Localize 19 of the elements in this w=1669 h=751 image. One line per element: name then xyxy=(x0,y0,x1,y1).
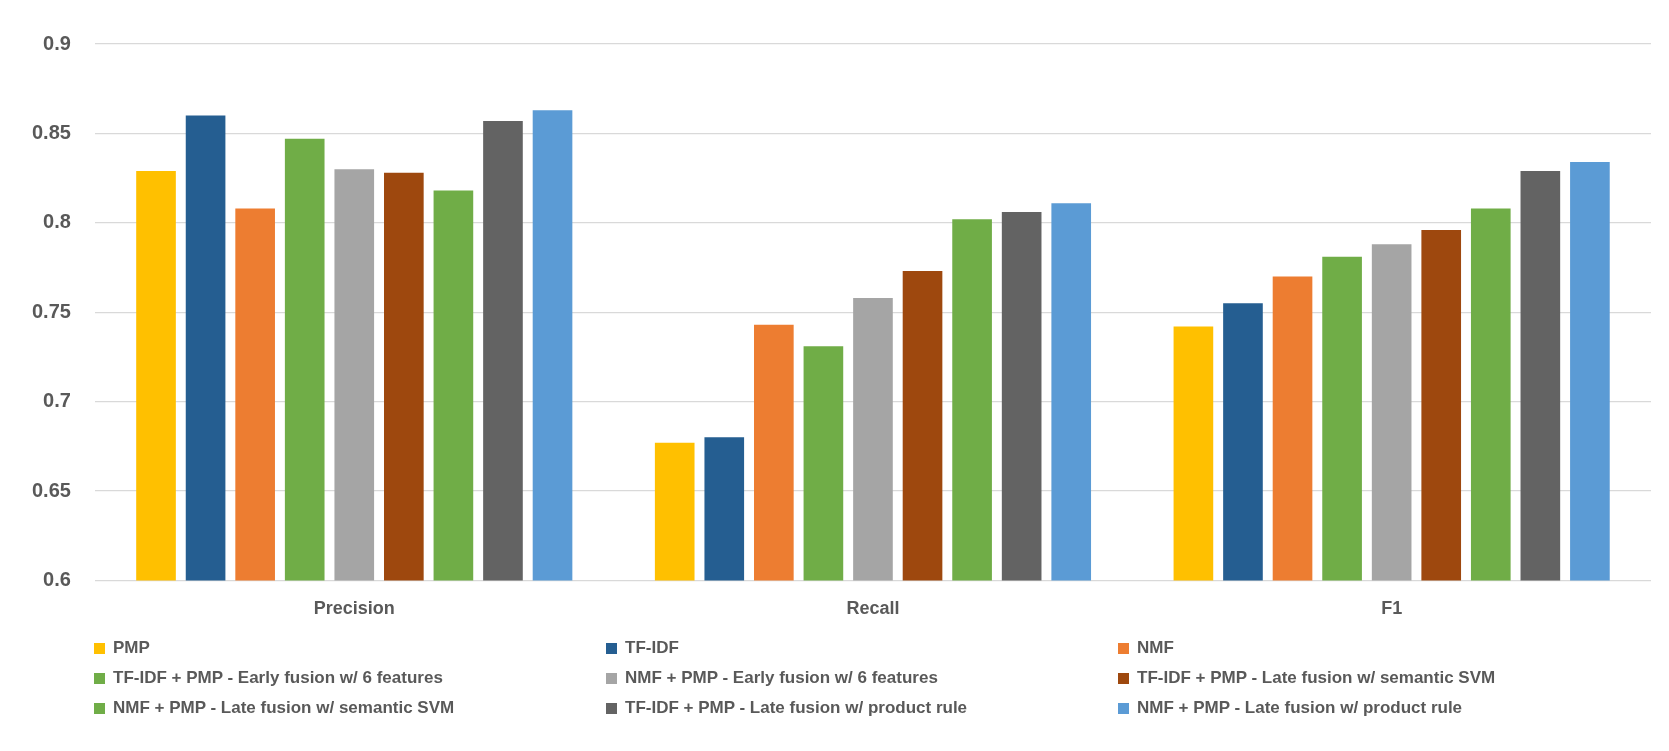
y-tick-label: 0.8 xyxy=(43,210,71,233)
y-tick-label: 0.85 xyxy=(31,120,71,143)
y-tick-label: 0.9 xyxy=(43,31,71,54)
y-tick-label: 0.75 xyxy=(31,299,71,322)
legend-label: NMF + PMP - Late fusion w/ product rule xyxy=(1137,698,1463,718)
x-tick-label: Recall xyxy=(846,598,900,619)
legend-label: TF-IDF xyxy=(625,638,679,658)
legend-label: NMF + PMP - Late fusion w/ semantic SVM xyxy=(113,698,455,718)
legend-label: PMP xyxy=(113,638,150,658)
legend-label: NMF xyxy=(1137,638,1174,658)
legend-label: TF-IDF + PMP - Late fusion w/ semantic SVM xyxy=(1137,668,1496,688)
legend-label: TF-IDF + PMP - Early fusion w/ 6 features xyxy=(113,668,443,688)
legend-label: NMF + PMP - Early fusion w/ 6 features xyxy=(625,668,938,688)
y-tick-label: 0.65 xyxy=(31,478,71,501)
x-tick-label: F1 xyxy=(1381,598,1403,619)
y-tick-label: 0.6 xyxy=(43,567,71,590)
y-tick-label: 0.7 xyxy=(43,389,71,412)
x-tick-label: Precision xyxy=(313,598,395,619)
legend-label: TF-IDF + PMP - Late fusion w/ product rule xyxy=(625,698,968,718)
